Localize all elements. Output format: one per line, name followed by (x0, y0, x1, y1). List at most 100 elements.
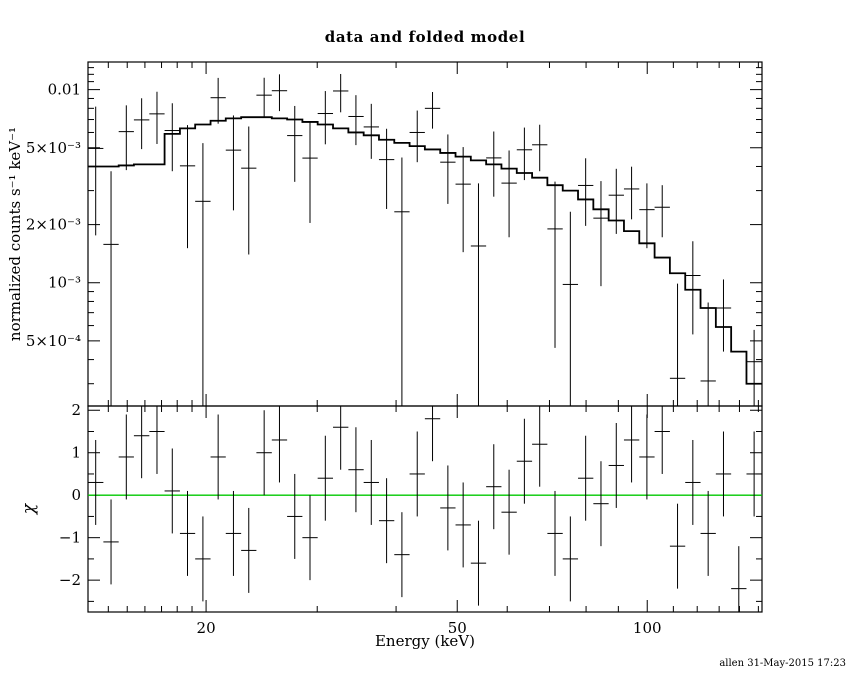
data-point (363, 103, 379, 159)
data-point (654, 185, 670, 238)
data-point (394, 157, 410, 406)
x-tick-label: 100 (633, 619, 662, 637)
residual-point (593, 461, 609, 547)
data-point (685, 241, 701, 335)
residual-point (669, 503, 686, 589)
residual-point (225, 490, 242, 576)
data-point (455, 147, 471, 253)
y-tick-label: 0 (71, 486, 81, 504)
data-point (669, 283, 686, 406)
residual-point (623, 406, 640, 483)
data-point (133, 98, 150, 150)
folded-model-line (88, 116, 762, 385)
residual-point (440, 465, 456, 551)
residual-point (486, 444, 502, 530)
data-point (715, 279, 732, 352)
data-point (532, 124, 548, 172)
data-point (593, 181, 609, 287)
data-point (210, 77, 226, 124)
x-axis-label: Energy (keV) (375, 632, 475, 650)
data-point (333, 73, 349, 113)
residual-point (547, 490, 563, 576)
plot-area: 20 50 100 0.01 5×10⁻³ 2×10⁻³ 10⁻³ 5×10⁻⁴ −2 −1 0 1 2 (26, 61, 763, 637)
residual-point (578, 435, 594, 521)
data-point (578, 158, 594, 226)
residual-point (562, 516, 579, 602)
residual-point (317, 435, 334, 521)
residual-point (195, 516, 211, 602)
residual-point (685, 439, 701, 525)
residual-point (103, 499, 119, 585)
data-point (547, 181, 563, 348)
data-point (348, 95, 364, 146)
residual-point (164, 448, 180, 534)
residual-point (715, 431, 732, 517)
y-axis-label-spectrum: normalized counts s⁻¹ keV⁻¹ (6, 127, 24, 341)
data-point (409, 110, 425, 163)
data-point (700, 302, 716, 406)
x-tick-label: 50 (448, 619, 467, 637)
data-point (470, 183, 487, 406)
data-point (179, 125, 196, 249)
residuals-series (88, 406, 762, 612)
residual-point (133, 406, 150, 479)
data-point (424, 92, 441, 129)
x-tick-label: 20 (197, 619, 216, 637)
data-point (225, 115, 242, 211)
data-point (731, 410, 746, 553)
residual-point (88, 439, 104, 525)
data-point (746, 329, 762, 406)
residual-point (179, 490, 196, 576)
residual-point (639, 414, 655, 500)
y-tick-label: 10⁻³ (48, 274, 81, 292)
residual-point (654, 406, 670, 474)
spectrum-panel-frame (87, 61, 763, 407)
residual-point (333, 406, 349, 470)
plot-timestamp: allen 31-May-2015 17:23 (719, 658, 846, 669)
data-point (164, 103, 180, 172)
y-tick-label: 2 (71, 401, 81, 419)
data-point (241, 126, 257, 255)
data-point (271, 74, 288, 112)
y-tick-label: −2 (59, 571, 81, 589)
data-point (317, 91, 334, 145)
data-point (623, 166, 640, 220)
residual-point (409, 431, 425, 517)
data-point (118, 105, 134, 171)
y-tick-label: 5×10⁻³ (26, 139, 81, 157)
data-point (639, 183, 655, 249)
residuals-panel-frame (87, 405, 763, 613)
data-point (378, 128, 395, 209)
y-tick-label: 0.01 (48, 81, 81, 99)
panel-frames (87, 61, 763, 613)
data-point (440, 134, 456, 204)
residual-point (746, 431, 762, 517)
residual-point (516, 418, 533, 504)
data-point (516, 127, 533, 181)
residual-point (302, 495, 318, 581)
data-point (287, 105, 303, 182)
y-tick-label: −1 (59, 529, 81, 547)
residual-point (363, 439, 379, 525)
residual-point (532, 406, 548, 487)
data-point (88, 106, 104, 236)
data-point (256, 77, 272, 118)
residual-point (378, 478, 395, 564)
axis-ticks (88, 62, 762, 612)
residual-point (271, 406, 288, 483)
data-point (608, 168, 624, 234)
residual-point (700, 490, 716, 576)
residual-point (455, 482, 471, 568)
data-point (103, 171, 119, 406)
data-point (302, 121, 318, 223)
spectrum-data-series (88, 73, 762, 553)
residual-point (470, 520, 487, 606)
data-point (501, 150, 517, 238)
residual-point (348, 427, 364, 513)
residual-point (394, 512, 410, 598)
residual-point (256, 410, 272, 496)
residual-point (118, 414, 134, 500)
tick-labels: 20 50 100 0.01 5×10⁻³ 2×10⁻³ 10⁻³ 5×10⁻⁴ −2 −1 0 1 2 (26, 81, 662, 637)
residual-point (731, 546, 747, 612)
